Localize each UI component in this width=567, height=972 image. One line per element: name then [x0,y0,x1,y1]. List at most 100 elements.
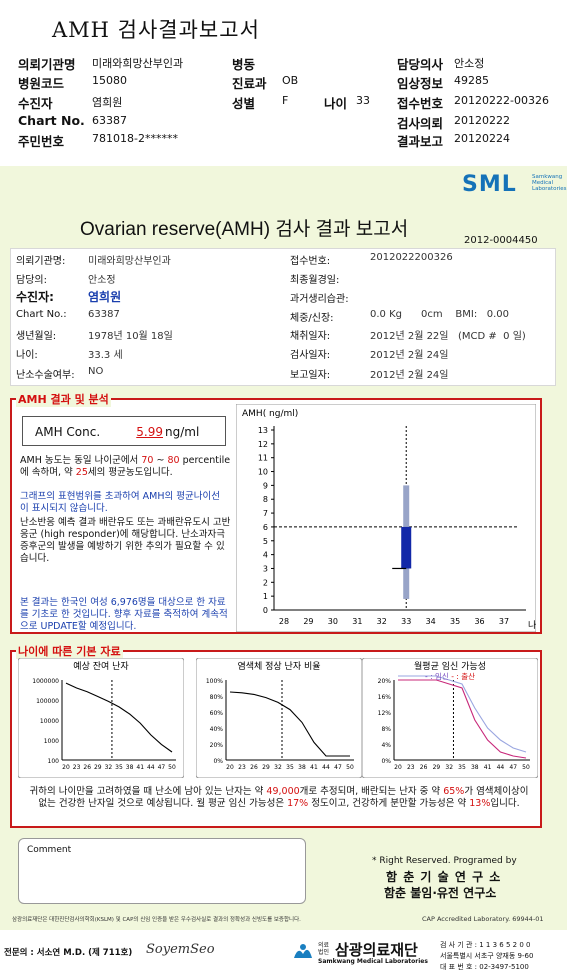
mini-x-tick-label: 23 [73,764,81,771]
mini-x-tick-label: 26 [83,764,91,771]
info-left-value: 1978년 10월 18일 [88,331,173,342]
amh-text-1a: AMH 농도는 동일 나이군에서 [20,455,139,466]
mini-series-line [65,682,173,753]
info-left-value: 63387 [88,309,120,320]
samkwang-logo-icon [292,940,314,962]
header-key: 병원코드 [18,76,65,91]
age-egg-count: 49,000 [266,786,300,797]
research-institute-2: 함춘 불임·유전 연구소 [384,886,497,900]
normal-egg-ratio-chart: 염색체 정상 난자 비율 100% 80% 60% 40% 20% 0%20 23 26 29 32… [196,658,362,778]
mini-series-line [229,691,350,757]
mini-x-tick-label: 41 [484,764,492,771]
x-tick-label: 30 [328,617,338,626]
x-tick-label: 33 [401,617,411,626]
amh-equivalent-age: 25 [75,467,88,478]
info-left-key: 담당의: [16,275,47,286]
info-left-key: 수진자: [16,290,54,304]
amh-data-note: 본 결과는 한국인 여성 6,976명을 대상으로 한 자료를 기초로 한 것입… [20,597,228,632]
header-key: 수진자 [18,96,53,111]
mini-chart-frame [196,658,362,778]
mini-y-tick-label: 1000000 [32,678,59,685]
x-tick-label: 32 [377,617,387,626]
mini-x-tick-label: 50 [346,764,354,771]
header-value: 염희원 [92,96,123,109]
mini-series-line [398,679,527,759]
chart-ylabel: AMH( ng/ml) [242,409,298,419]
y-tick-label: 4 [263,551,268,560]
y-tick-label: 2 [263,578,268,587]
amh-percentile-low: 70 [141,455,154,466]
header-key: 담당의사 [397,57,444,72]
header-value: 15080 [92,74,127,87]
mini-y-tick-label: 0% [381,758,391,765]
patient-info-panel [10,248,556,386]
info-right-key: 보고일자: [290,370,331,381]
header-key: 의뢰기관명 [18,57,76,72]
info-left-value: 미래와희망산부인과 [88,256,171,267]
mini-x-tick-label: 35 [115,764,123,771]
header-key: 검사의뢰 [397,116,444,131]
mini-x-tick-label: 20 [62,764,70,771]
mini-chart-title: 예상 잔여 난자 [73,660,129,672]
mini-y-tick-label: 20% [210,742,224,749]
company-prefix: 의료법인 [318,942,330,956]
amh-graph-note: 그래프의 표현범위를 초과하여 AMH의 평균나이선이 표시되지 않습니다. [20,491,220,514]
mini-legend: - : 임신 - : 출산 [425,671,475,681]
header-key: 결과보고 [397,134,444,149]
mini-chart-frame [18,658,184,778]
mini-y-tick-label: 80% [210,694,224,701]
lab-number: 검 사 기 관 : 1 1 3 6 5 2 0 0 [440,941,531,949]
mini-y-tick-label: 100% [206,678,223,685]
info-right-value: 0.0 Kg 0cm BMI: 0.00 [370,309,509,320]
y-tick-label: 5 [263,537,268,546]
info-left-value: 33.3 세 [88,350,123,361]
chart-xlabel: 나이 [528,620,536,631]
x-tick-label: 37 [499,617,509,626]
info-right-value: 2012년 2월 24일 [370,370,449,381]
mini-y-tick-label: 40% [210,726,224,733]
header-value: 20120222 [454,114,510,127]
certification-text: 삼광의료재단은 대한진단검사의학회(KSLM) 및 CAP의 신임 인증을 받은… [12,917,301,923]
info-right-key: 체중/신장: [290,313,334,324]
header-key: 접수번호 [397,96,444,111]
x-tick-label: 31 [352,617,362,626]
mini-x-tick-label: 38 [298,764,306,771]
header-key: Chart No. [18,113,85,128]
y-tick-label: 1 [263,592,268,601]
mini-y-tick-label: 100000 [36,698,59,705]
amh-text-1b: percentile에 속하며, 약 [20,455,231,478]
company-english: Samkwang Medical Laboratories [318,958,428,965]
mini-x-tick-label: 29 [433,764,441,771]
header-value: OB [282,74,299,87]
mini-y-tick-label: 4% [381,742,391,749]
mini-y-tick-label: 20% [378,678,392,685]
x-tick-label: 35 [450,617,460,626]
page-title: AMH 검사결과보고서 [52,18,260,42]
mini-y-tick-label: 1000 [44,738,59,745]
y-tick-label: 12 [258,440,268,449]
header-value: 33 [356,94,370,107]
age-normal-ratio: 65% [443,786,465,797]
research-institute-1: 함 춘 기 술 연 구 소 [386,870,502,884]
mini-x-tick-label: 47 [158,764,166,771]
mini-x-tick-label: 20 [394,764,402,771]
age-section-title: 나이에 따른 기본 자료 [16,643,123,659]
mini-series-line [398,675,527,753]
company-phone: 대 표 번 호 : 02-3497-5100 [440,963,529,971]
mini-y-tick-label: 8% [381,726,391,733]
header-key: 진료과 [232,76,267,91]
mini-x-tick-label: 29 [262,764,270,771]
info-right-value: 2012년 2월 24일 [370,350,449,361]
amh-label: AMH Conc. [35,425,101,439]
mini-chart-frame [362,658,538,778]
mini-x-tick-label: 35 [458,764,466,771]
footer-band [0,930,567,972]
rights-text: * Right Reserved. Programed by [372,856,517,866]
amh-percentile-high: 80 [167,455,180,466]
legend-birth: - : 출산 [449,671,475,681]
age-birth-rate: 13% [469,798,491,809]
report-number: 2012-0004450 [464,235,538,246]
mini-chart-title: 염색체 정상 난자 비율 [237,661,320,672]
mini-x-tick-label: 44 [497,764,505,771]
info-left-key: 나이: [16,350,38,361]
